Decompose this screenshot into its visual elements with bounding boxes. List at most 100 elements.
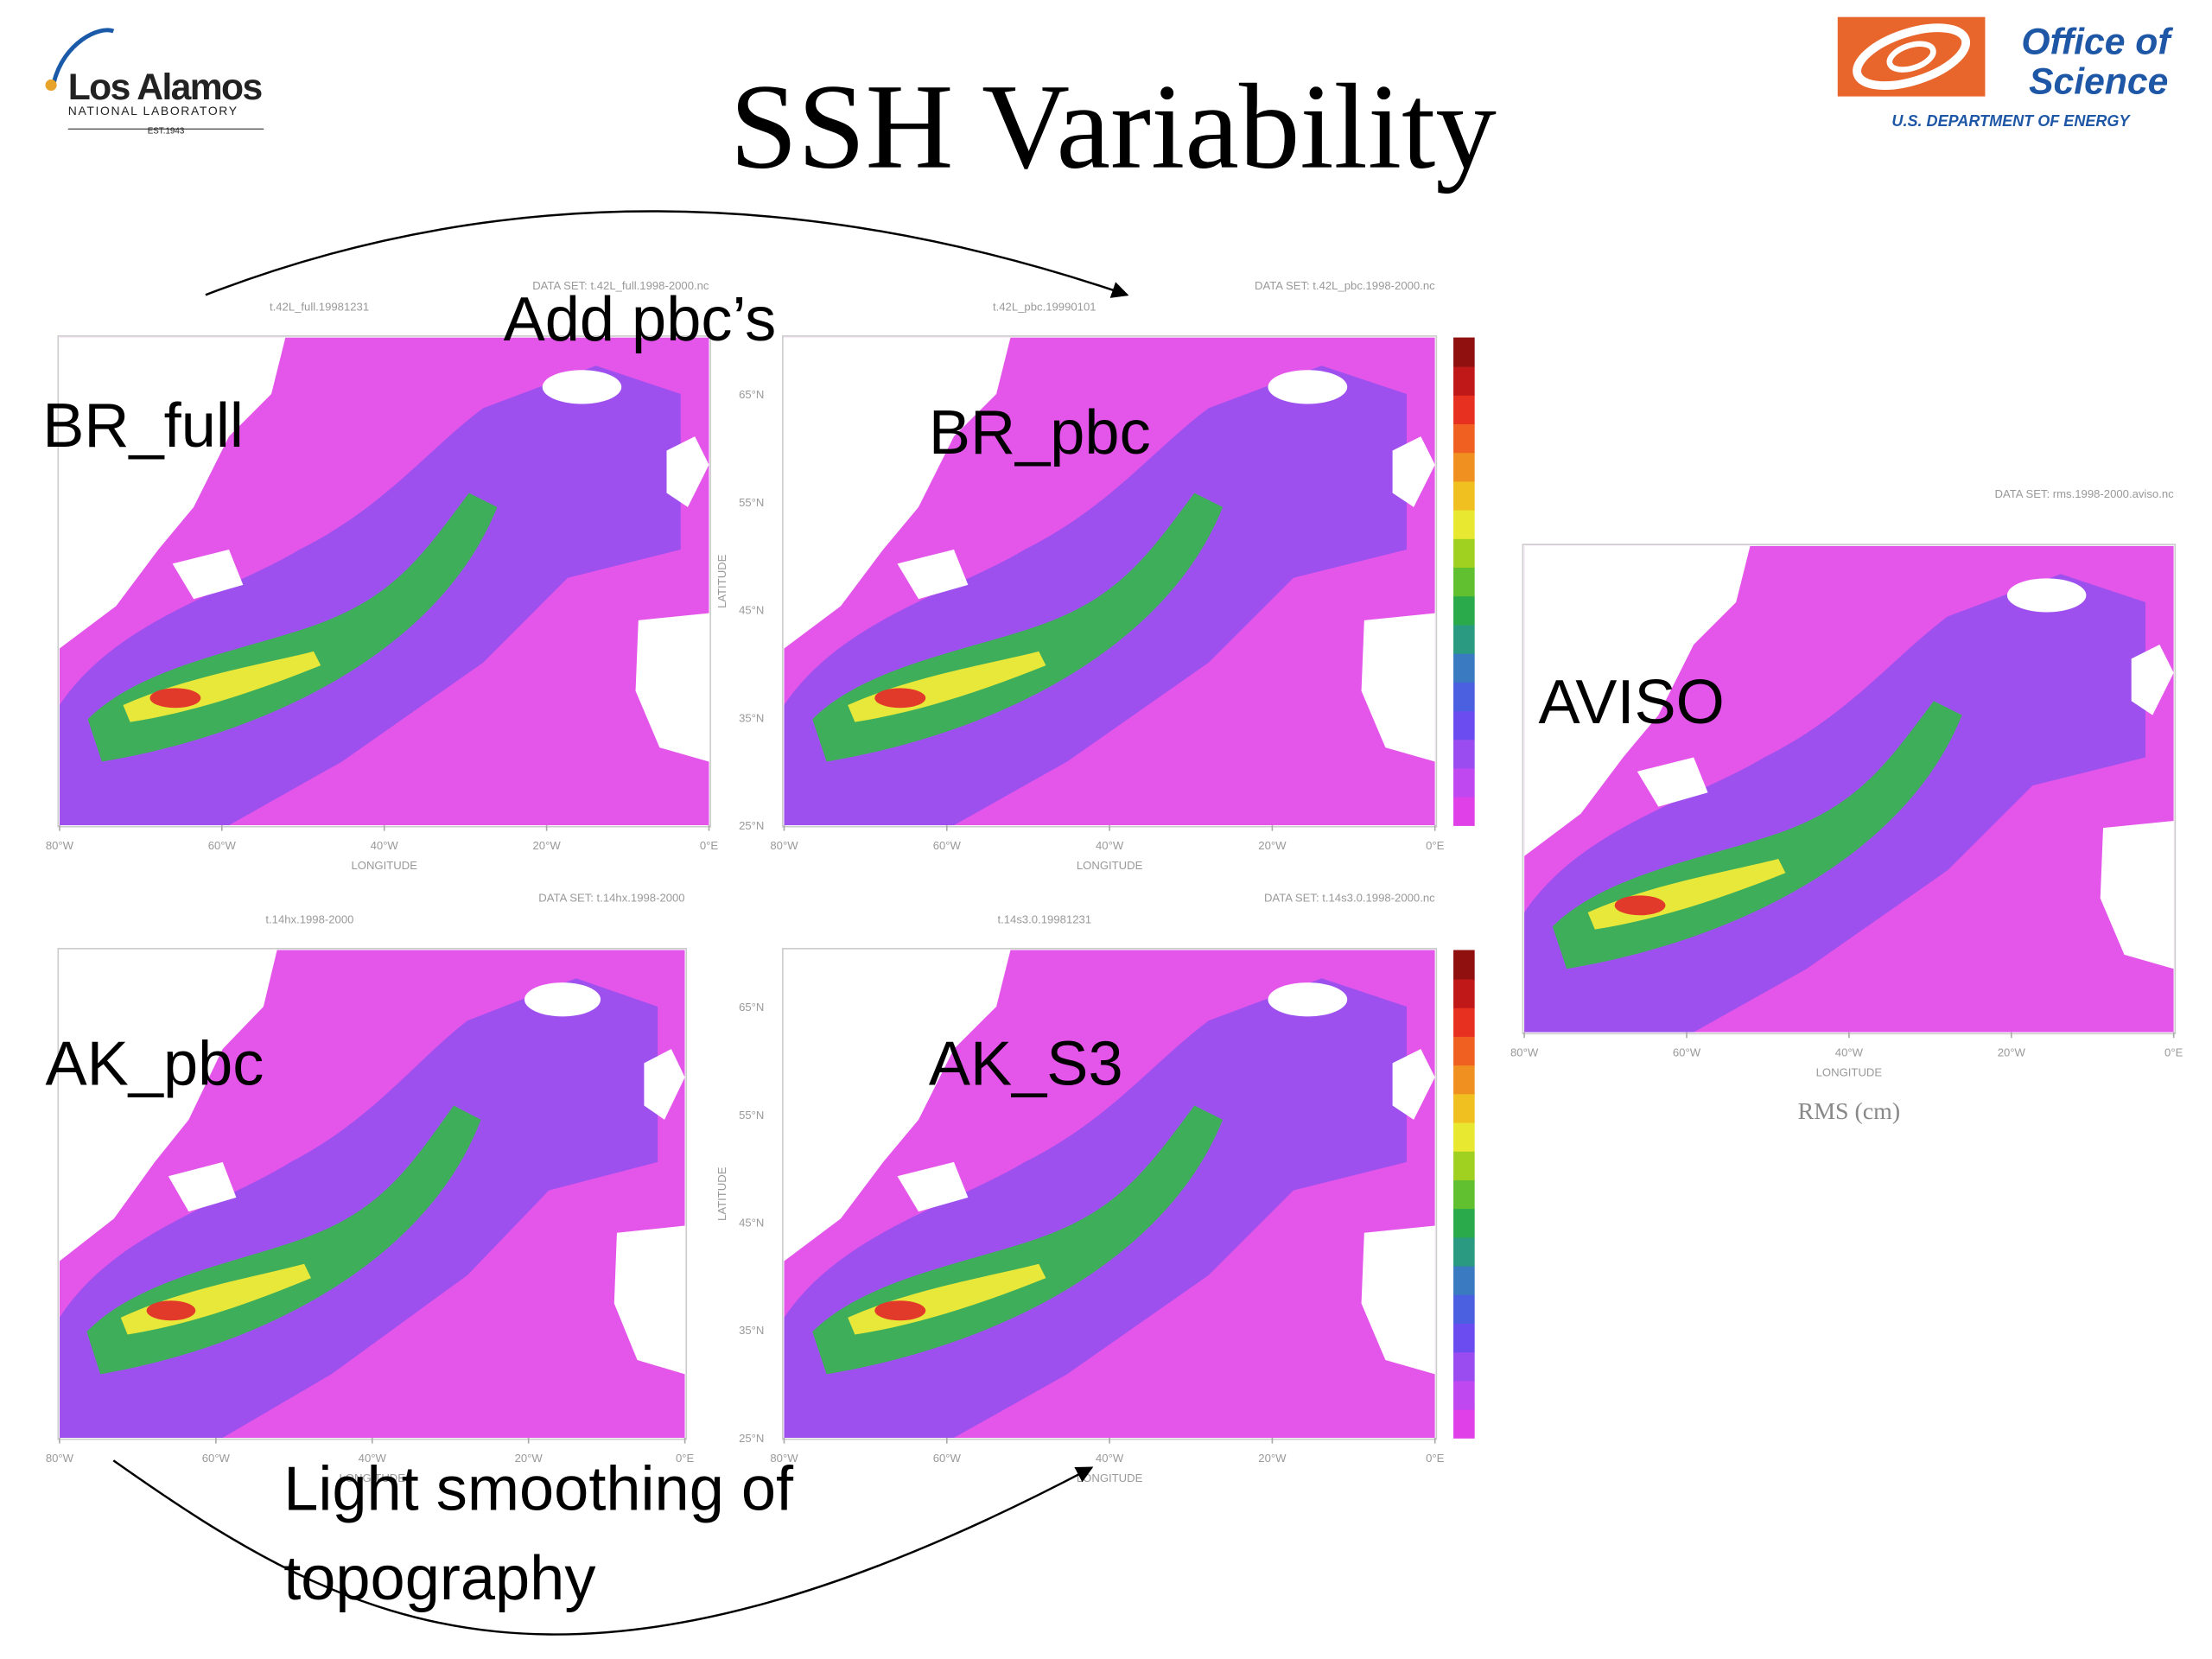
slide-title: SSH Variability — [730, 59, 1497, 194]
x-tick-label: 80°W — [770, 1452, 798, 1465]
x-tick-label: 20°W — [1258, 839, 1287, 852]
annotation-bottom-1: Light smoothing of — [283, 1455, 794, 1524]
colorbar-swatch — [1453, 423, 1475, 454]
colorbar-swatch — [1453, 509, 1475, 539]
x-tick-label: 20°W — [515, 1452, 543, 1465]
x-tick-label: 40°W — [1096, 1452, 1124, 1465]
colorbar-swatch — [1453, 1065, 1475, 1095]
colorbar-swatch — [1453, 1294, 1475, 1324]
colorbar-swatch — [1453, 1380, 1475, 1410]
colorbar-swatch — [1453, 365, 1475, 396]
x-tick-label: 80°W — [1510, 1046, 1539, 1059]
colorbar-swatch — [1453, 978, 1475, 1008]
y-tick-label: 25°N — [739, 819, 764, 832]
y-tick-label: 55°N — [739, 1109, 764, 1122]
colorbar-swatch — [1453, 1323, 1475, 1353]
colorbar-swatch — [1453, 480, 1475, 511]
colorbar-swatch — [1453, 1408, 1475, 1439]
colorbar-swatch — [1453, 1036, 1475, 1066]
map-image — [59, 950, 685, 1438]
colorbar-swatch — [1453, 1007, 1475, 1037]
doe-line2: Science — [2029, 60, 2168, 102]
y-axis-label: LATITUDE — [715, 1166, 728, 1221]
colorbar-swatch — [1453, 1093, 1475, 1123]
x-tick-label: 0°E — [1426, 839, 1445, 852]
lanl-logo: Los Alamos NATIONAL LABORATORY EST.1943 — [45, 28, 264, 136]
field-caption: t.42L_full.19981231 — [270, 300, 369, 313]
x-tick-label: 60°W — [933, 839, 962, 852]
doe-line1: Office of — [2021, 21, 2173, 62]
arrow-top — [205, 210, 1129, 298]
colorbar-swatch — [1453, 1351, 1475, 1382]
field-caption: t.42L_pbc.19990101 — [993, 300, 1096, 313]
y-tick-label: 35°N — [739, 711, 764, 724]
doe-logo: Office of Science U.S. DEPARTMENT OF ENE… — [1837, 16, 2173, 130]
colorbar-swatch — [1453, 1122, 1475, 1152]
colorbar-swatch — [1453, 796, 1475, 826]
y-tick-label: 45°N — [739, 1216, 764, 1229]
x-tick-label: 40°W — [359, 1452, 387, 1465]
panel-label: AVISO — [1539, 668, 1725, 737]
x-tick-label: 40°W — [1096, 839, 1124, 852]
field-caption: t.14hx.1998-2000 — [265, 912, 353, 925]
colorbar-swatch — [1453, 652, 1475, 683]
colorbar-swatch — [1453, 452, 1475, 482]
x-tick-label: 0°E — [1426, 1452, 1445, 1465]
arrow-bottom — [112, 1459, 1094, 1636]
panel-label: BR_pbc — [929, 398, 1151, 467]
colorbar-swatch — [1453, 1179, 1475, 1210]
dataset-caption: DATA SET: t.42L_pbc.1998-2000.nc — [1255, 279, 1435, 292]
colorbar-swatch — [1453, 567, 1475, 597]
colorbar-swatch — [1453, 595, 1475, 626]
colorbar-swatch — [1453, 1150, 1475, 1180]
colorbar-swatch — [1453, 710, 1475, 741]
x-tick-label: 80°W — [770, 839, 798, 852]
field-caption: t.14s3.0.19981231 — [997, 912, 1091, 925]
y-tick-label: 35°N — [739, 1324, 764, 1337]
dataset-caption: DATA SET: t.14hx.1998-2000 — [538, 892, 684, 905]
colorbar-swatch — [1453, 767, 1475, 798]
x-tick-label: 20°W — [1258, 1452, 1287, 1465]
x-tick-label: 20°W — [1998, 1046, 2026, 1059]
x-tick-label: 80°W — [46, 1452, 74, 1465]
colorbar-swatch — [1453, 1236, 1475, 1267]
dataset-caption: DATA SET: t.14s3.0.1998-2000.nc — [1264, 892, 1435, 905]
x-tick-label: 20°W — [533, 839, 562, 852]
map-image — [784, 950, 1435, 1438]
x-tick-label: 60°W — [1673, 1046, 1701, 1059]
colorbar-swatch — [1453, 1208, 1475, 1238]
x-tick-label: 40°W — [371, 839, 399, 852]
x-tick-label: 40°W — [1835, 1046, 1864, 1059]
x-axis-label: LONGITUDE — [1077, 1471, 1143, 1484]
y-axis-label: LATITUDE — [715, 554, 728, 608]
panel-label: AK_S3 — [929, 1029, 1123, 1098]
map-image — [1524, 545, 2174, 1033]
x-axis-label: LONGITUDE — [1077, 859, 1143, 872]
x-axis-label: LONGITUDE — [351, 859, 417, 872]
annotation-bottom-2: topography — [283, 1544, 595, 1613]
dataset-caption: DATA SET: rms.1998-2000.aviso.nc — [1995, 487, 2175, 500]
lanl-sub: NATIONAL LABORATORY — [68, 104, 238, 118]
panels: BR_full DATA SET: t.42L_full.1998-2000.nc… — [42, 279, 2183, 1484]
doe-dept: U.S. DEPARTMENT OF ENERGY — [1891, 112, 2131, 130]
colorbar-swatch — [1453, 538, 1475, 569]
colorbar-swatch — [1453, 394, 1475, 425]
x-tick-label: 0°E — [2164, 1046, 2183, 1059]
x-tick-label: 0°E — [676, 1452, 695, 1465]
colorbar-swatch — [1453, 337, 1475, 367]
y-tick-label: 65°N — [739, 1001, 764, 1014]
colorbar-swatch — [1453, 682, 1475, 712]
y-tick-label: 25°N — [739, 1432, 764, 1445]
lanl-name: Los Alamos — [68, 67, 262, 108]
y-tick-label: 55°N — [739, 496, 764, 509]
x-tick-label: 0°E — [700, 839, 719, 852]
annotation-top: Add pbc’s — [504, 285, 777, 354]
lanl-est: EST.1943 — [148, 126, 185, 136]
colorbar-swatch — [1453, 739, 1475, 769]
x-tick-label: 60°W — [933, 1452, 962, 1465]
x-axis-label: LONGITUDE — [340, 1471, 406, 1484]
colorbar-swatch — [1453, 624, 1475, 654]
